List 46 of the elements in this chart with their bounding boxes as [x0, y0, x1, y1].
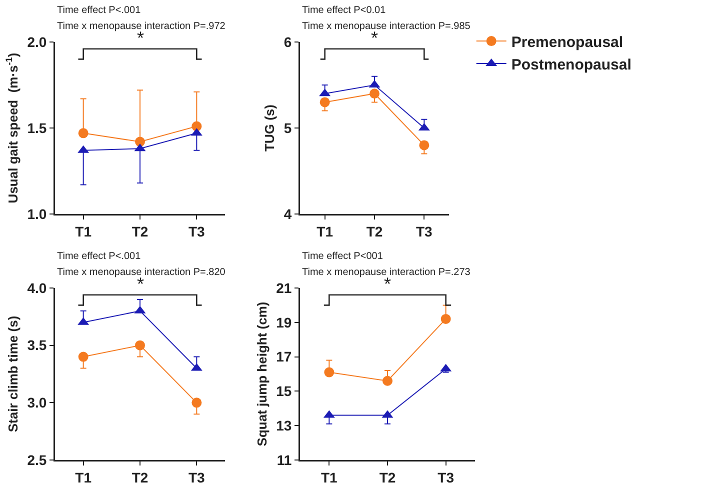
point — [382, 376, 392, 386]
legend-label: Postmenopausal — [511, 56, 632, 74]
y-tick-label: 3.0 — [27, 394, 47, 411]
chart-title: Time effect P<001 — [302, 251, 384, 262]
y-tick-label: 6 — [284, 34, 292, 50]
x-tick-label: T3 — [188, 223, 206, 240]
x-tick-label: T1 — [75, 469, 92, 486]
x-tick-label: T2 — [132, 223, 148, 240]
y-tick-label: 13 — [276, 418, 292, 434]
y-tick-label: 1.0 — [27, 206, 47, 222]
x-tick-label: T1 — [316, 223, 334, 240]
x-tick-label: T1 — [321, 469, 338, 486]
chart-title: Time effect P<.001 — [57, 251, 142, 262]
x-tick-label: T3 — [416, 223, 433, 240]
y-tick-label: 3.5 — [27, 337, 47, 354]
point — [419, 140, 430, 150]
point — [440, 314, 451, 324]
point — [192, 398, 202, 408]
point — [135, 340, 145, 350]
point — [320, 97, 330, 108]
x-tick-label: T3 — [188, 469, 206, 486]
x-tick-label: T3 — [438, 469, 454, 486]
y-tick-label: 5 — [284, 120, 292, 136]
x-tick-label: T1 — [75, 223, 92, 240]
y-axis-title: TUG (s) — [262, 104, 278, 152]
point — [78, 352, 88, 362]
x-tick-label: T2 — [132, 469, 148, 486]
chart-title: Time effect P<.001 — [57, 5, 142, 16]
y-tick-label: 2.0 — [27, 34, 47, 50]
point — [370, 88, 380, 99]
y-tick-label: 15 — [276, 383, 292, 400]
legend-label: Premenopausal — [511, 34, 624, 51]
y-axis-title: Squat jump height (cm) — [254, 302, 270, 446]
y-tick-label: 2.5 — [27, 452, 47, 468]
y-tick-label: 4.0 — [27, 280, 47, 296]
x-tick-label: T2 — [379, 469, 396, 486]
y-tick-label: 11 — [276, 452, 292, 468]
y-axis-title: Stair climb time (s) — [5, 316, 20, 432]
y-tick-label: 19 — [276, 314, 292, 330]
point — [324, 367, 334, 378]
chart-title: Time effect P<0.01 — [302, 5, 386, 16]
y-tick-label: 17 — [276, 348, 292, 365]
y-tick-label: 21 — [276, 280, 292, 296]
y-tick-label: 4 — [284, 206, 292, 222]
y-tick-label: 1.5 — [27, 120, 47, 136]
x-tick-label: T2 — [366, 223, 383, 240]
